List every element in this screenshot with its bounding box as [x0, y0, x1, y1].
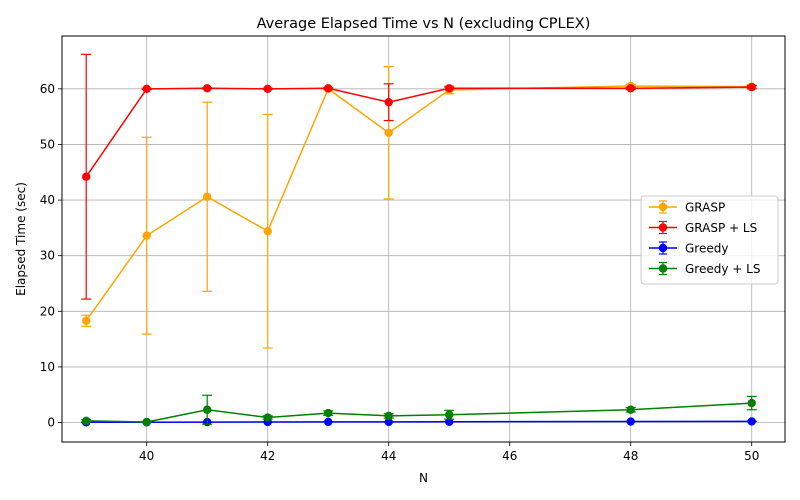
data-point [142, 417, 151, 427]
x-tick-label: 40 [139, 449, 154, 463]
data-point [142, 231, 151, 240]
plot-frame [61, 35, 786, 443]
data-point [747, 398, 756, 408]
legend-marker [658, 264, 668, 273]
data-point [324, 417, 333, 427]
legend-entry: Greedy [649, 241, 728, 256]
data-point [263, 84, 272, 94]
legend-marker [658, 223, 668, 232]
data-point [82, 316, 91, 325]
legend-entry: GRASP + LS [649, 220, 757, 235]
series-3 [81, 394, 757, 427]
data-point [445, 410, 454, 419]
legend-label: GRASP + LS [685, 221, 757, 235]
data-point [82, 172, 91, 181]
data-point [203, 84, 212, 93]
y-axis-label: Elapsed Time (sec) [14, 182, 28, 296]
legend-marker [658, 243, 668, 253]
data-point [263, 227, 272, 236]
y-tick-label: 20 [40, 304, 55, 318]
legend-label: Greedy [685, 242, 728, 256]
legend-marker [658, 202, 668, 212]
x-tick-label: 46 [502, 449, 517, 463]
series-1 [81, 53, 757, 300]
data-point [324, 408, 333, 418]
y-tick-label: 10 [40, 360, 55, 374]
y-tick-label: 0 [47, 416, 55, 430]
data-point [384, 417, 393, 427]
data-point [626, 405, 635, 414]
y-tick-label: 40 [40, 193, 55, 207]
legend-label: GRASP [685, 201, 725, 215]
data-point [384, 128, 393, 137]
x-tick-label: 50 [744, 449, 759, 463]
data-point [626, 417, 635, 426]
data-point [445, 84, 454, 93]
data-point [384, 411, 393, 421]
data-point [324, 84, 333, 93]
legend: GRASP GRASP + LS Greedy Greedy + LS [640, 195, 779, 285]
x-axis-label: N [419, 471, 428, 485]
data-point [142, 84, 151, 94]
data-point [626, 84, 635, 93]
axis-ticks: 40 42 44 46 48 50 0 10 20 30 40 50 60 [40, 82, 760, 463]
x-tick-label: 48 [623, 449, 638, 463]
data-point [203, 192, 212, 201]
data-point [203, 405, 212, 414]
data-point [263, 413, 272, 422]
y-tick-label: 50 [40, 137, 55, 151]
y-tick-label: 30 [40, 249, 55, 263]
data-point [747, 417, 756, 426]
x-tick-label: 42 [260, 449, 275, 463]
legend-label: Greedy + LS [685, 262, 760, 276]
data-point [747, 82, 756, 92]
data-point [82, 416, 91, 426]
legend-entry: Greedy + LS [649, 261, 760, 276]
legend-frame [640, 195, 779, 285]
series-line [86, 420, 752, 424]
x-tick-label: 44 [381, 449, 396, 463]
data-point [384, 97, 393, 107]
chart-title: Average Elapsed Time vs N (excluding CPL… [257, 16, 591, 32]
series-group [81, 53, 757, 427]
legend-entry: GRASP [649, 200, 725, 215]
y-tick-label: 60 [40, 82, 55, 96]
